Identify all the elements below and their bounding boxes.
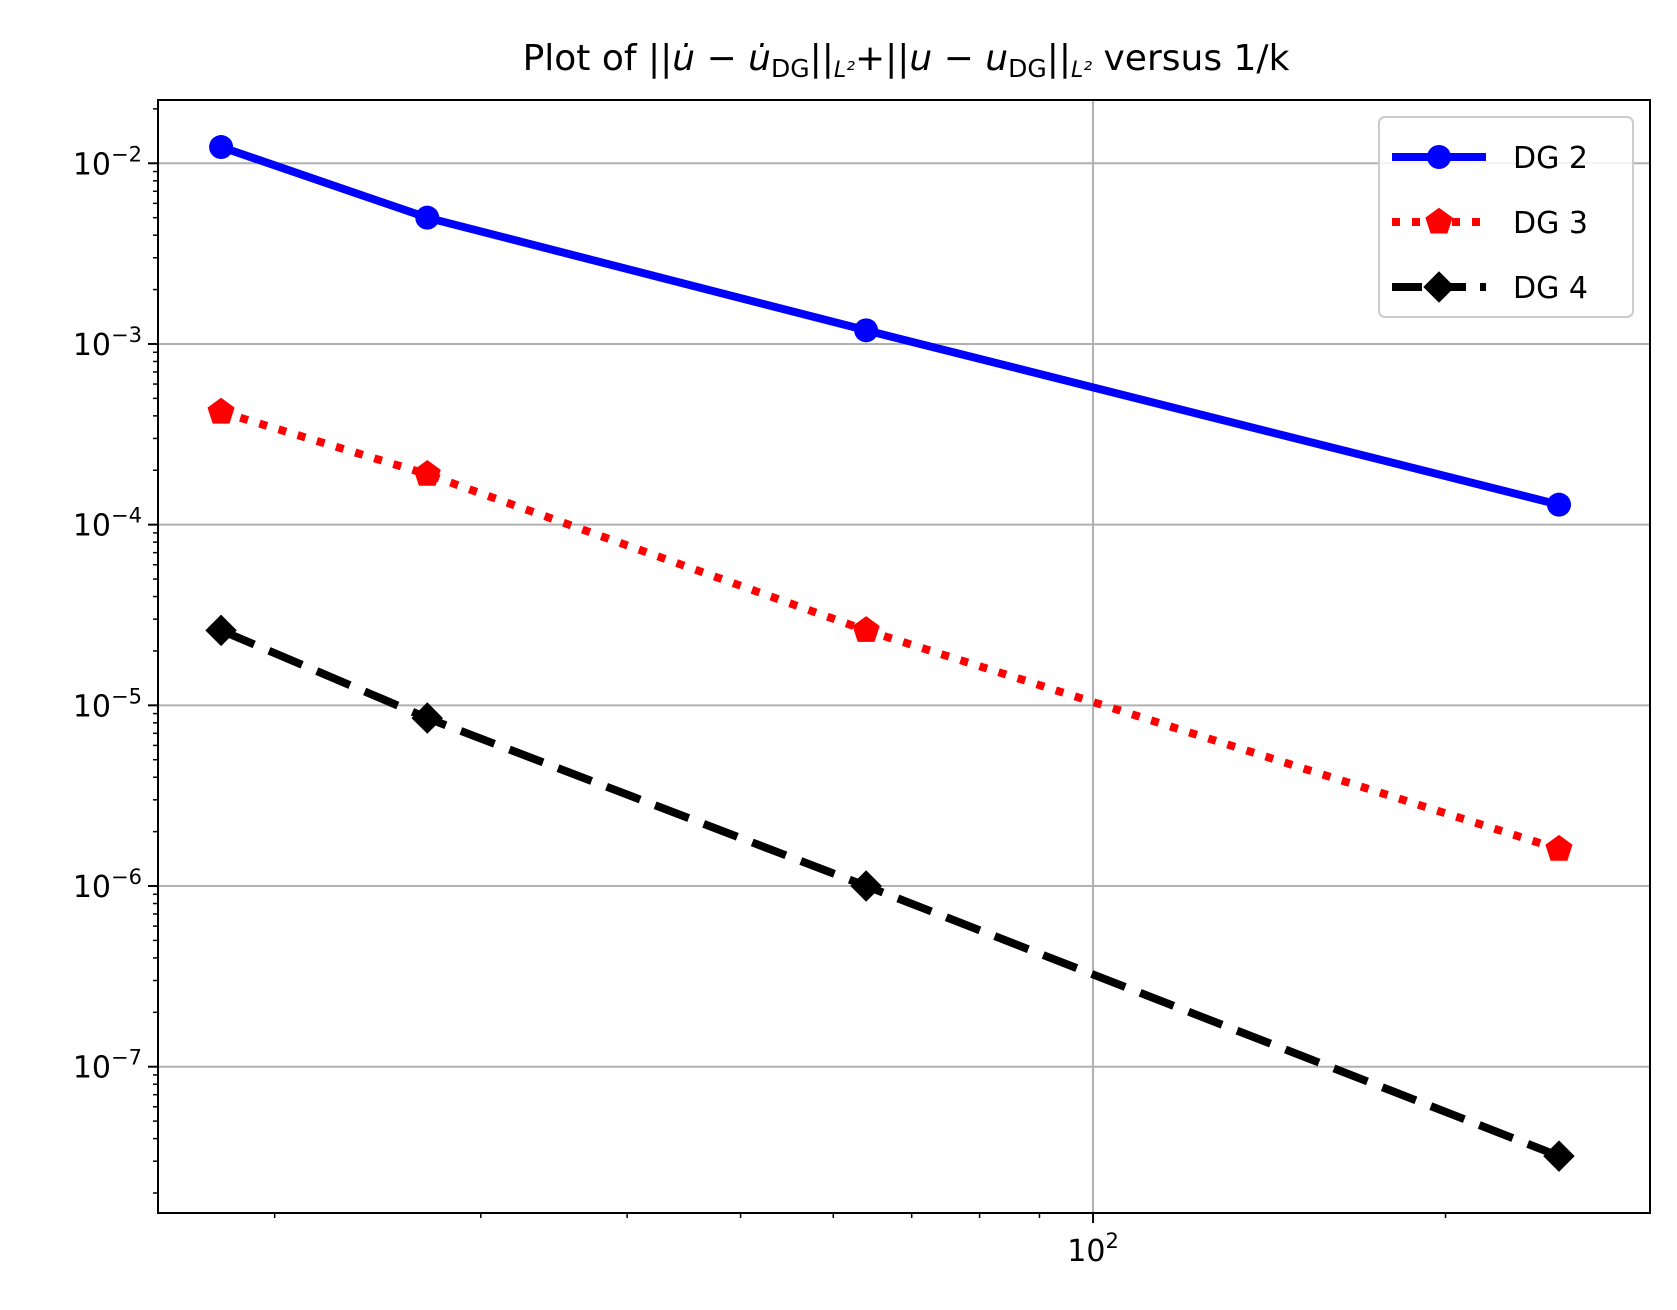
title-prefix: Plot of || — [523, 38, 673, 79]
legend-item: DG 4 — [1392, 271, 1588, 306]
data-point-marker — [411, 702, 443, 734]
title-subscript: L² — [1071, 58, 1092, 83]
axes: 10−2 10−3 10−4 10−5 10−6 10−7 102 — [73, 99, 1651, 1269]
title-operator: +|| — [855, 38, 909, 79]
x-tick-label: 102 — [1067, 1229, 1119, 1269]
series-line — [219, 408, 1561, 853]
title-suffix: versus 1/k — [1092, 38, 1290, 79]
y-tick-label: 10−7 — [73, 1046, 142, 1086]
series-line — [219, 626, 1561, 1160]
title-subscript: L² — [834, 58, 855, 83]
title-subscript: DG — [1008, 54, 1047, 83]
title-symbol: u — [909, 38, 932, 79]
data-point-marker — [1546, 492, 1571, 517]
data-point-marker — [852, 616, 880, 642]
legend-marker — [1423, 271, 1455, 303]
legend: DG 2 DG 3 DG 4 — [1378, 116, 1634, 318]
legend-item: DG 2 — [1392, 141, 1588, 176]
legend-label: DG 3 — [1513, 206, 1588, 241]
title-symbol: u — [985, 38, 1008, 79]
y-tick-label: 10−2 — [73, 142, 142, 182]
data-point-marker — [205, 614, 237, 647]
data-point-marker — [207, 397, 235, 424]
data-point-marker — [854, 318, 879, 343]
legend-marker — [1425, 207, 1453, 234]
title-symbol: u̇ — [672, 38, 695, 79]
legend-item: DG 3 — [1392, 206, 1588, 241]
chart-title: Plot of ||u̇ − u̇DG||L²+||u − uDG||L² ve… — [523, 38, 1290, 83]
legend-label: DG 4 — [1513, 271, 1588, 306]
data-series — [205, 135, 1575, 1172]
data-point-marker — [850, 870, 882, 902]
legend-label: DG 2 — [1513, 141, 1588, 176]
title-norm: || — [810, 38, 834, 79]
series-dg-4 — [205, 614, 1575, 1172]
y-tick-label: 10−5 — [73, 684, 142, 724]
plot-frame — [157, 99, 1651, 1214]
title-symbol: u̇ — [748, 38, 771, 79]
title-subscript: DG — [771, 54, 810, 83]
grid-lines — [158, 100, 1650, 1213]
y-tick-label: 10−4 — [73, 504, 142, 544]
data-point-marker — [1543, 1140, 1575, 1172]
series-dg-2 — [209, 135, 1571, 517]
y-tick-label: 10−3 — [73, 323, 142, 363]
series-line — [219, 143, 1560, 509]
data-point-marker — [415, 205, 440, 230]
data-point-marker — [209, 135, 234, 160]
data-point-marker — [413, 460, 441, 486]
title-norm: || — [1047, 38, 1071, 79]
data-point-marker — [1545, 834, 1573, 861]
series-dg-3 — [207, 397, 1573, 861]
title-operator: − — [932, 38, 985, 79]
y-tick-label: 10−6 — [73, 865, 142, 905]
legend-marker — [1427, 145, 1451, 169]
title-operator: − — [695, 38, 748, 79]
